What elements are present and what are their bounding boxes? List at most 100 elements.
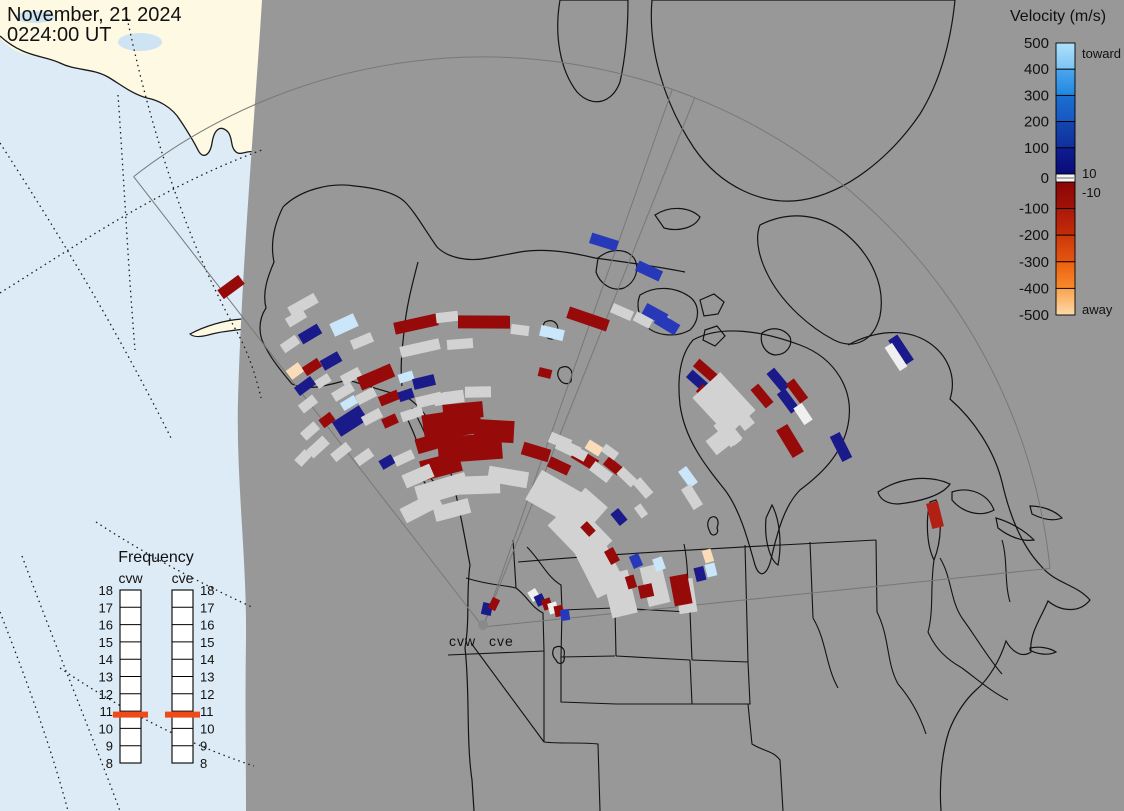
velocity-cell: [559, 608, 571, 622]
state-border: [1001, 539, 1011, 603]
velocity-cell: [435, 310, 459, 324]
state-border: [897, 683, 927, 735]
velocity-cell: [701, 548, 715, 564]
state-border: [876, 611, 899, 685]
state-border: [447, 650, 545, 656]
state-border: [689, 611, 693, 661]
velocity-cell: [566, 306, 610, 332]
velocity-cell: [727, 401, 755, 431]
lagoon: [118, 33, 162, 51]
baffin-island: [757, 215, 882, 345]
state-border: [470, 642, 545, 743]
velocity-cell: [776, 388, 800, 414]
lagoon: [15, 11, 55, 23]
velocity-cell: [297, 323, 323, 345]
colorbar-segment: [1055, 181, 1076, 210]
velocity-cell: [713, 416, 743, 448]
fan-boundary-line: [482, 89, 673, 628]
hudson-bay: [678, 330, 850, 575]
radar-site-dot: [478, 620, 488, 630]
graticule-line: [0, 149, 263, 294]
velocity-colorbar: Velocity (m/s) 500 400 300 200 100 0 -100 -200 -…: [1010, 8, 1121, 324]
velocity-cell: [299, 421, 321, 441]
radar-fan: [133, 56, 1051, 628]
colorbar-segment: [1055, 261, 1076, 289]
frequency-tick-label: 17: [200, 600, 214, 615]
fan-boundary-line: [482, 567, 1051, 628]
state-border: [560, 657, 617, 705]
velocity-cell: [432, 498, 472, 522]
velocity-cell: [349, 332, 375, 350]
velocity-cell: [399, 405, 425, 423]
velocity-cell: [776, 423, 804, 459]
state-border: [875, 539, 878, 613]
velocity-cell: [537, 367, 553, 379]
state-border: [927, 559, 963, 669]
frequency-tick-label: 10: [200, 721, 214, 736]
velocity-cell: [888, 334, 914, 366]
night-region: [237, 0, 1124, 811]
velocity-legend-title: Velocity (m/s): [1010, 8, 1106, 25]
siberia-alaska-landmass: [0, 0, 262, 156]
state-border: [512, 539, 517, 589]
velocity-cell: [637, 583, 655, 599]
velocity-cell: [464, 386, 492, 398]
time-label: 0224:00 UT: [7, 24, 112, 46]
lake-ontario: [1029, 505, 1064, 521]
colorbar-segment: [1055, 68, 1076, 96]
velocity-cell: [442, 401, 484, 421]
frequency-tick-label: 11: [100, 704, 114, 719]
velocity-cells: [217, 232, 944, 622]
frequency-tick-label: 14: [99, 652, 113, 667]
velocity-cell: [580, 521, 596, 537]
radar-stamp-cvw: cvw: [449, 633, 476, 649]
velocity-cell: [680, 483, 704, 511]
colorbar-segment: [1055, 42, 1076, 70]
arctic-coast: [282, 184, 686, 273]
state-border: [747, 703, 784, 811]
colorbar-segments: 500 400 300 200 100 0 -100 -200 -300 -400 -500: [1019, 35, 1076, 324]
state-border: [961, 667, 1009, 701]
velocity-cell: [750, 383, 774, 409]
velocity-cell: [293, 376, 317, 396]
date-label: November, 21 2024: [7, 4, 182, 26]
james-bay: [765, 503, 781, 566]
velocity-cell: [487, 596, 501, 612]
frequency-tick-label: 12: [200, 687, 214, 702]
great-slave-lake: [557, 366, 573, 385]
velocity-cell: [473, 418, 515, 444]
state-border: [809, 541, 814, 619]
velocity-cell: [829, 432, 853, 462]
velocity-cell: [705, 428, 733, 456]
velocity-cell: [446, 337, 474, 351]
velocity-cell: [633, 503, 649, 519]
velocity-cell: [294, 449, 312, 467]
velocity-cell: [632, 477, 654, 499]
frequency-marker: [165, 711, 200, 718]
velocity-cell: [217, 274, 245, 300]
colorbar-segment: [1055, 208, 1076, 236]
frequency-bars: cvw 18 17 16 15 14 13 12 11 10 9 8 cve 18 17 16 15 14 13 12…: [99, 570, 215, 771]
velocity-cell: [377, 389, 401, 407]
velocity-cell: [297, 394, 319, 414]
velocity-cell: [653, 312, 681, 336]
velocity-cell: [704, 562, 718, 578]
frequency-tick-label: 14: [200, 652, 214, 667]
velocity-cell: [588, 460, 614, 484]
island: [702, 325, 726, 347]
velocity-cell: [567, 444, 589, 462]
graticule-line: [117, 94, 136, 351]
frequency-column-label: cve: [172, 570, 194, 586]
velocity-cell: [693, 566, 707, 582]
state-border: [543, 741, 601, 811]
velocity-cell: [414, 431, 446, 455]
velocity-cell: [356, 363, 396, 391]
graticule-line: [21, 555, 121, 811]
velocity-cell: [926, 500, 944, 530]
frequency-tick-label: 9: [106, 739, 113, 754]
frequency-marker: [113, 711, 148, 718]
velocity-cell: [572, 487, 608, 523]
frequency-tick-label: 10: [99, 721, 113, 736]
